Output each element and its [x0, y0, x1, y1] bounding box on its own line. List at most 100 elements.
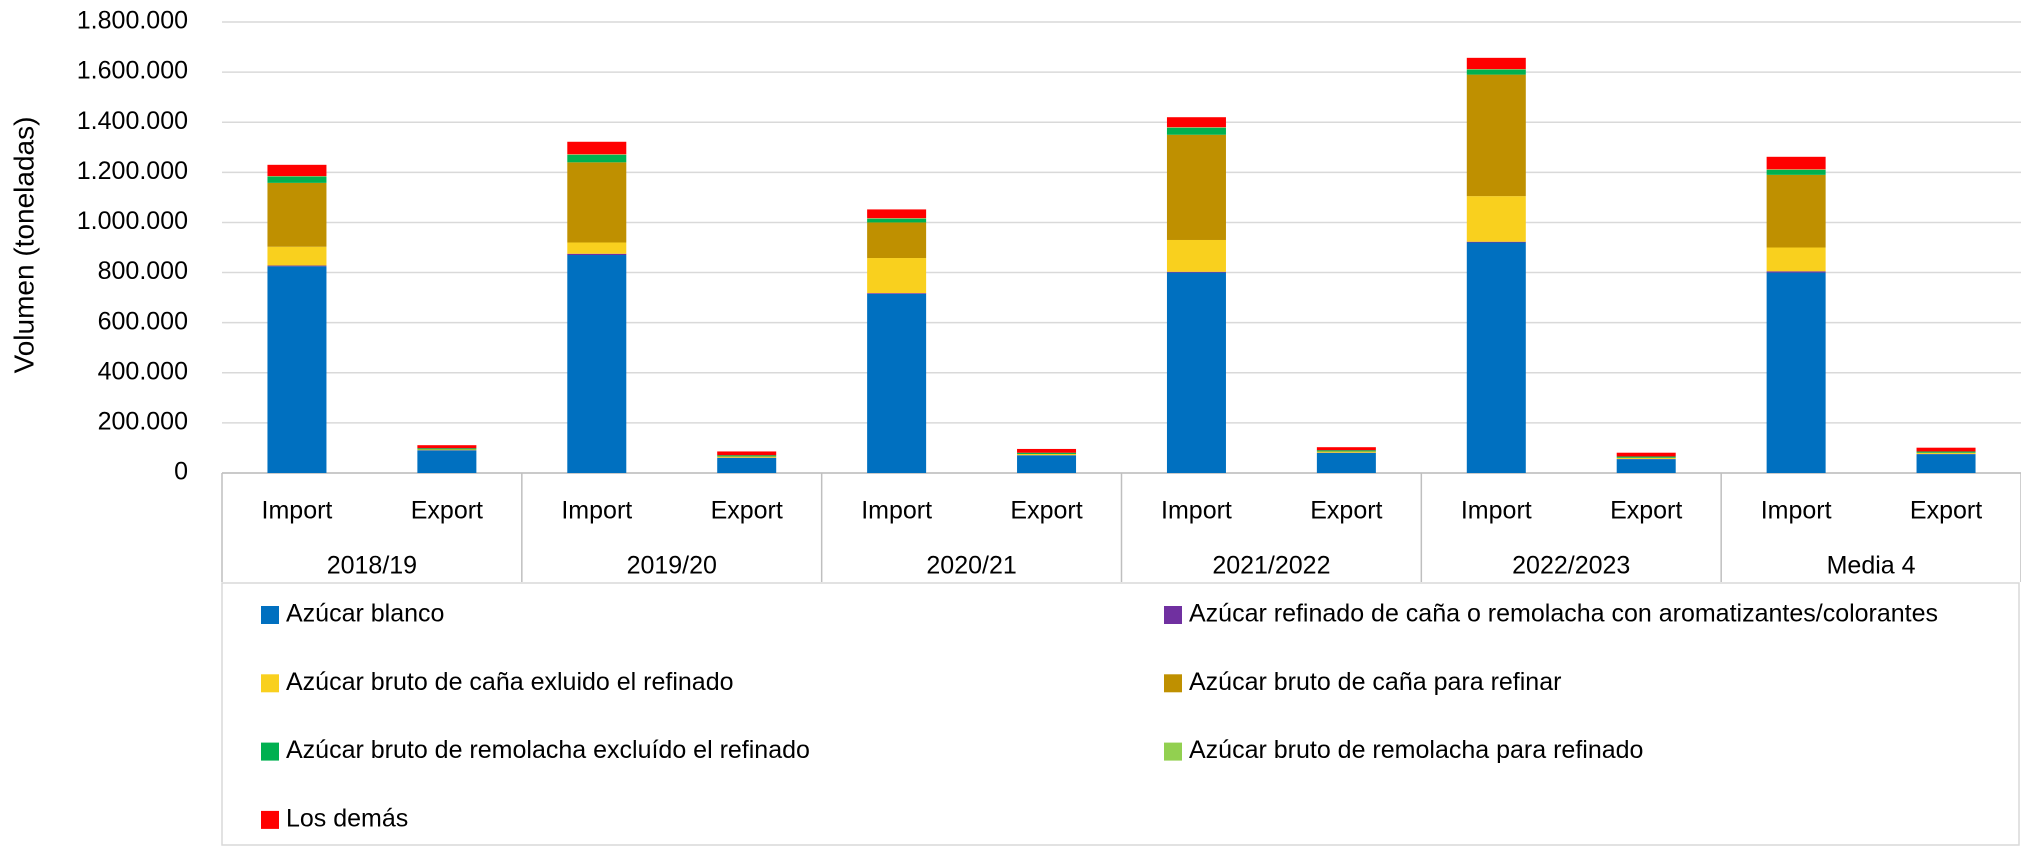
bar-segment — [1916, 451, 1976, 453]
bar-segment — [1466, 196, 1526, 242]
bar-segment — [1766, 271, 1826, 273]
bar-segment — [567, 154, 627, 163]
bar-segment — [867, 209, 927, 219]
legend-label: Azúcar bruto de remolacha para refinado — [1189, 736, 1643, 764]
bar-segment — [1766, 156, 1826, 170]
group-label: 2020/21 — [926, 552, 1016, 580]
bar-segment — [867, 293, 927, 294]
bar-segment — [717, 457, 777, 473]
x-tick-label: Export — [1310, 497, 1382, 525]
bar-segment — [267, 265, 327, 267]
y-tick-label: 1.200.000 — [77, 157, 188, 185]
bar-segment — [1466, 69, 1526, 70]
bar-segment — [1766, 272, 1826, 473]
bar-segment — [267, 246, 327, 266]
bar-segment — [867, 293, 927, 473]
bar-segment — [1916, 447, 1976, 452]
bar-segment — [567, 242, 627, 254]
bar-segment — [267, 176, 327, 177]
bar-segment — [1766, 169, 1826, 175]
bar-segment — [1766, 169, 1826, 170]
group-label: 2021/2022 — [1212, 552, 1330, 580]
x-tick-label: Import — [861, 497, 932, 525]
bar-segment — [267, 164, 327, 177]
y-tick-label: 0 — [174, 458, 188, 486]
bar-segment — [867, 222, 927, 259]
bar-segment — [1017, 453, 1077, 456]
legend-label: Azúcar bruto de remolacha excluído el re… — [286, 736, 810, 764]
y-tick-label: 1.800.000 — [77, 7, 188, 35]
bar-segment — [717, 455, 777, 457]
bar-segment — [417, 448, 477, 450]
bar-segment — [1466, 241, 1526, 243]
bar-segment — [1616, 456, 1676, 458]
x-tick-label: Export — [411, 497, 483, 525]
x-tick-label: Import — [1461, 497, 1532, 525]
bar-segment — [1316, 447, 1376, 451]
bar-segment — [1766, 247, 1826, 272]
x-tick-label: Export — [711, 497, 783, 525]
legend-label: Azúcar bruto de caña exluido el refinado — [286, 668, 734, 696]
bar-segment — [1166, 272, 1226, 473]
bar-segment — [1466, 74, 1526, 197]
x-tick-label: Export — [1910, 497, 1982, 525]
bar-segment — [1316, 451, 1376, 453]
bar-segment — [1166, 117, 1226, 128]
bar-segment — [1017, 452, 1077, 454]
legend-box — [221, 582, 2020, 846]
bar-segment — [1466, 242, 1526, 473]
legend-swatch — [1164, 742, 1182, 761]
bar-segment — [1017, 448, 1077, 453]
bar-segment — [417, 450, 477, 473]
legend-swatch — [1164, 674, 1182, 693]
legend-swatch — [261, 606, 279, 624]
bar-segment — [1166, 271, 1226, 273]
bar-segment — [267, 182, 327, 247]
bar-segment — [567, 162, 627, 243]
bar-segment — [1916, 452, 1976, 454]
x-tick-label: Import — [561, 497, 632, 525]
legend-swatch — [1164, 606, 1182, 624]
legend-label: Azúcar blanco — [286, 600, 444, 628]
bar-segment — [867, 258, 927, 294]
x-tick-label: Import — [1161, 497, 1232, 525]
legend-label: Azúcar bruto de caña para refinar — [1189, 668, 1561, 696]
group-label: Media 4 — [1827, 552, 1916, 580]
bar-segment — [567, 255, 627, 473]
bar-segment — [417, 445, 477, 449]
group-label: 2019/20 — [627, 552, 717, 580]
bar-segment — [1316, 450, 1376, 452]
bar-segment — [567, 154, 627, 155]
bar-segment — [1166, 134, 1226, 240]
x-tick-label: Export — [1610, 497, 1682, 525]
y-tick-label: 800.000 — [98, 257, 188, 285]
bar-segment — [567, 253, 627, 256]
bar-segment — [1166, 127, 1226, 135]
bar-segment — [1616, 459, 1676, 473]
bar-segment — [1466, 69, 1526, 75]
y-tick-label: 1.000.000 — [77, 207, 188, 235]
bar-segment — [1616, 452, 1676, 457]
legend-swatch — [261, 810, 279, 829]
bar-segment — [1166, 239, 1226, 272]
bar-segment — [717, 456, 777, 458]
y-tick-label: 1.600.000 — [77, 57, 188, 85]
bar-segment — [1916, 454, 1976, 473]
bar-segment — [867, 218, 927, 223]
x-tick-label: Import — [262, 497, 333, 525]
y-tick-label: 400.000 — [98, 357, 188, 385]
bar-segment — [267, 266, 327, 473]
y-tick-label: 1.400.000 — [77, 107, 188, 135]
group-label: 2022/2023 — [1512, 552, 1630, 580]
bar-segment — [1616, 457, 1676, 459]
y-axis-label: Volumen (toneladas) — [8, 117, 39, 374]
legend-swatch — [261, 742, 279, 761]
group-label: 2018/19 — [327, 552, 417, 580]
bar-segment — [1766, 174, 1826, 248]
legend-swatch — [261, 674, 279, 693]
y-tick-label: 200.000 — [98, 407, 188, 435]
bar-segment — [1316, 452, 1376, 473]
bar-segment — [1466, 57, 1526, 70]
